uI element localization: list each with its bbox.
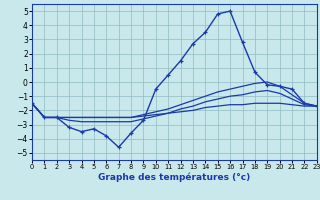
X-axis label: Graphe des températures (°c): Graphe des températures (°c): [98, 173, 251, 182]
